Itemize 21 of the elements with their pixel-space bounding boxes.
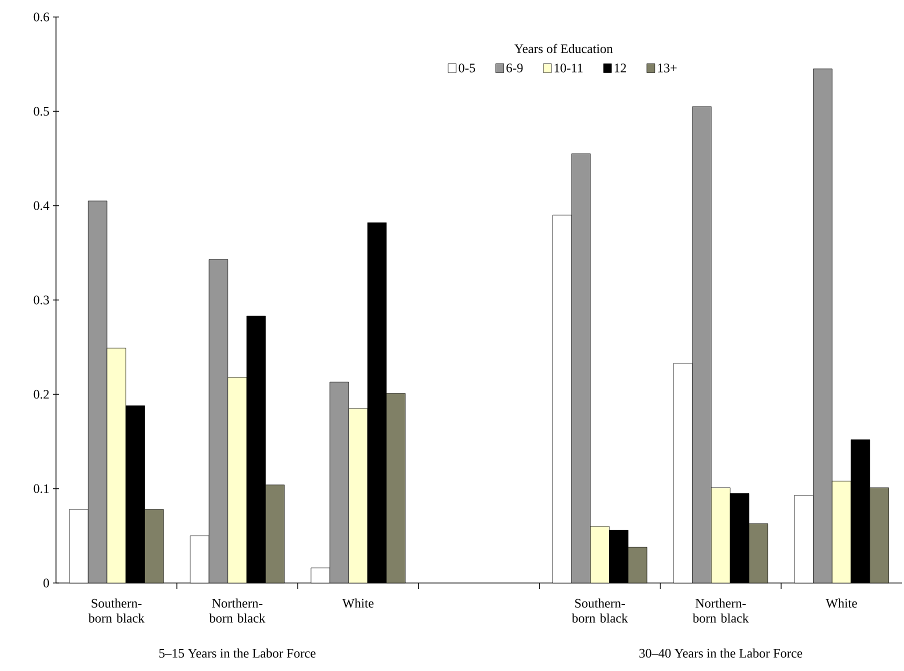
y-tick-label: 0 xyxy=(44,578,49,588)
y-tick-label: 0.5 xyxy=(34,106,49,116)
x-tick-label: Southern-born black xyxy=(572,598,628,623)
text: 5–15 Years in the Labor Force xyxy=(159,648,316,658)
legend-label: 6-9 xyxy=(506,64,523,72)
y-tick-label: 0.6 xyxy=(34,12,50,22)
x-tick-label: White xyxy=(342,598,374,608)
y-tick-label: 0.2 xyxy=(34,390,49,399)
legend-label: 12 xyxy=(614,64,626,72)
legend-label: 10-11 xyxy=(554,64,583,72)
y-tick-label: 0.1 xyxy=(34,484,49,494)
legend-label: 0-5 xyxy=(458,64,476,72)
y-tick-label: 0.3 xyxy=(34,296,49,304)
legend-title: Years of Education xyxy=(514,44,613,54)
x-tick-label: Southern-born black xyxy=(88,598,144,623)
x-tick-label: Northern-born black xyxy=(692,598,749,623)
x-tick-label: Northern-born black xyxy=(209,598,266,623)
legend-label: 13+ xyxy=(658,64,677,72)
x-tick-label: White xyxy=(826,598,857,608)
y-tick-label: 0.4 xyxy=(34,201,50,210)
text: 30–40 Years in the Labor Force xyxy=(639,648,802,658)
